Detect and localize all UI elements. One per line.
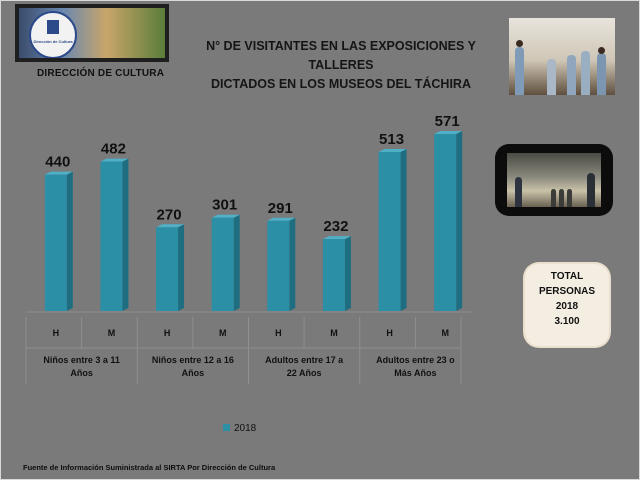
legend-swatch: [223, 424, 230, 431]
x-group-label: Niños entre 12 a 16 Años: [152, 355, 234, 378]
bar: [434, 133, 457, 311]
bar: [100, 161, 123, 311]
logo-text: Dirección de Cultura: [33, 39, 73, 44]
bar: [44, 174, 67, 311]
bar-top: [322, 236, 351, 240]
bar-top: [434, 130, 463, 134]
logo-seal-icon: Dirección de Cultura: [29, 11, 77, 58]
total-year: 2018: [555, 301, 579, 312]
bar-side: [344, 236, 351, 311]
source-note: Fuente de Información Suministrada al SI…: [23, 463, 276, 472]
bar-side: [400, 148, 407, 311]
x-tick-label: H: [53, 328, 60, 338]
photo-person-head: [598, 47, 605, 54]
total-sublabel: PERSONAS: [538, 286, 596, 297]
photo-person: [587, 173, 595, 207]
bar-side: [122, 158, 129, 311]
bar: [211, 217, 234, 311]
bar-top: [100, 158, 129, 162]
bar-top: [378, 148, 407, 152]
photo-person: [551, 189, 556, 207]
bar: [378, 151, 401, 311]
bar-value-label: 301: [212, 197, 237, 214]
bar-side: [178, 224, 185, 311]
bar-top: [211, 214, 240, 218]
bar-top: [44, 171, 73, 175]
bar: [322, 239, 345, 311]
x-tick-label: H: [275, 328, 282, 338]
x-group-label: Adultos entre 23 o Más Años: [376, 355, 455, 378]
total-badge: TOTAL PERSONAS 2018 3.100: [525, 264, 609, 346]
x-tick-label: M: [108, 328, 116, 338]
bar-value-label: 482: [101, 141, 126, 158]
bar-value-label: 513: [379, 131, 404, 148]
photo-person: [581, 51, 590, 95]
students-photo: [509, 18, 615, 95]
bar-top: [156, 224, 185, 228]
photo-person: [567, 55, 576, 95]
x-tick-label: M: [330, 328, 338, 338]
x-group-label: Niños entre 3 a 11 Años: [43, 355, 120, 378]
photo-person: [597, 53, 606, 95]
bar-side: [66, 171, 73, 311]
bar-value-label: 571: [435, 113, 460, 130]
bar-value-label: 270: [157, 206, 182, 223]
legend-label: 2018: [234, 423, 257, 434]
bar-top: [267, 217, 296, 221]
tv-frame: [495, 144, 613, 216]
photo-person: [547, 59, 556, 95]
bar-side: [289, 217, 296, 311]
photo-person: [559, 189, 564, 207]
bar-side: [456, 130, 463, 311]
bar-value-label: 232: [323, 218, 348, 235]
total-value: 3.100: [554, 316, 580, 327]
x-tick-label: M: [441, 328, 449, 338]
photo-person: [515, 47, 524, 95]
bar-value-label: 440: [45, 154, 70, 171]
bar-side: [233, 214, 240, 311]
exhibition-photo: [507, 153, 601, 207]
x-tick-label: H: [164, 328, 171, 338]
bar: [156, 227, 179, 311]
x-group-label: Adultos entre 17 a 22 Años: [265, 355, 344, 378]
culture-logo: Dirección de Cultura: [15, 4, 169, 62]
bar: [267, 220, 290, 311]
logo-banner: Dirección de Cultura: [19, 8, 165, 58]
photo-person: [515, 177, 522, 207]
photo-person-head: [516, 40, 523, 47]
x-tick-label: H: [386, 328, 393, 338]
bar-value-label: 291: [268, 200, 293, 217]
total-label: TOTAL: [550, 271, 584, 282]
photo-person: [567, 189, 572, 207]
x-tick-label: M: [219, 328, 227, 338]
title-line-2: DICTADOS EN LOS MUSEOS DEL TÁCHIRA: [211, 77, 471, 91]
page-title: N° DE VISITANTES EN LAS EXPOSICIONES Y T…: [181, 37, 501, 94]
title-line-1: N° DE VISITANTES EN LAS EXPOSICIONES Y T…: [206, 39, 476, 72]
logo-emblem-icon: [47, 20, 59, 34]
department-label: DIRECCIÓN DE CULTURA: [37, 68, 165, 79]
